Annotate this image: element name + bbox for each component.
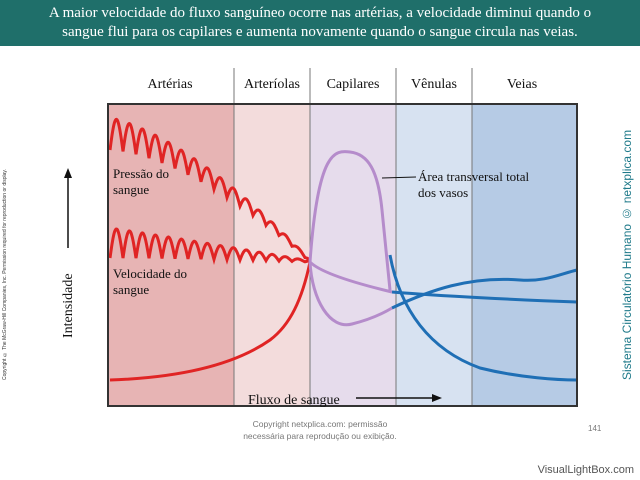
region-capilares [310,104,396,406]
footer-line-1: Copyright netxplica.com: permissão [252,419,388,429]
x-axis-arrow [356,394,442,402]
region-title-capilares: Capilares [327,77,380,92]
area-curve-capillary [308,150,392,291]
label-area-2: dos vasos [418,185,468,200]
pressure-curve-capillary [308,261,393,327]
velocity-curve-venous [391,290,578,304]
velocity-curve-capillary [308,260,393,294]
label-area-1: Área transversal total [418,169,530,184]
blood-flow-diagram: Artérias Arteríolas Capilares Vênulas Ve… [61,68,578,408]
region-venulas [396,104,472,406]
banner-line-1: A maior velocidade do fluxo sanguíneo oc… [48,5,592,21]
page-number: 141 [588,424,602,433]
region-separators [233,68,473,406]
label-velocity-1: Velocidade do [113,266,187,281]
label-velocity-2: sangue [113,282,149,297]
top-banner: A maior velocidade do fluxo sanguíneo oc… [0,0,640,46]
pressure-curve-venous [391,268,578,310]
region-title-venulas: Vênulas [411,77,457,92]
label-pressure-2: sangue [113,182,149,197]
label-pressure-1: Pressão do [113,166,169,181]
side-title: Sistema Circulatório Humano © netxplica.… [620,129,634,380]
area-curve-venous [388,254,578,382]
y-axis-label: Intensidade [61,273,76,338]
area-curve-arterial [109,261,312,382]
area-pointer [381,176,417,179]
region-title-veias: Veias [507,77,537,92]
x-axis-label: Fluxo de sangue [248,393,340,408]
banner-line-2: sangue flui para os capilares e aumenta … [62,24,578,40]
region-veias [472,104,577,406]
side-copyright-notice: Copyright © The McGraw-Hill Companies, I… [2,169,8,380]
y-axis-arrow [64,168,72,248]
watermark: VisualLightBox.com [537,464,634,476]
region-title-arterias: Artérias [147,77,192,92]
footer-copyright: Copyright netxplica.com: permissão neces… [200,418,440,442]
footer-line-2: necessária para reprodução ou exibição. [243,431,397,441]
velocity-curve [108,227,311,266]
pressure-curve [108,117,311,262]
region-title-arteriolas: Arteríolas [244,77,300,92]
diagram-frame [107,103,578,407]
